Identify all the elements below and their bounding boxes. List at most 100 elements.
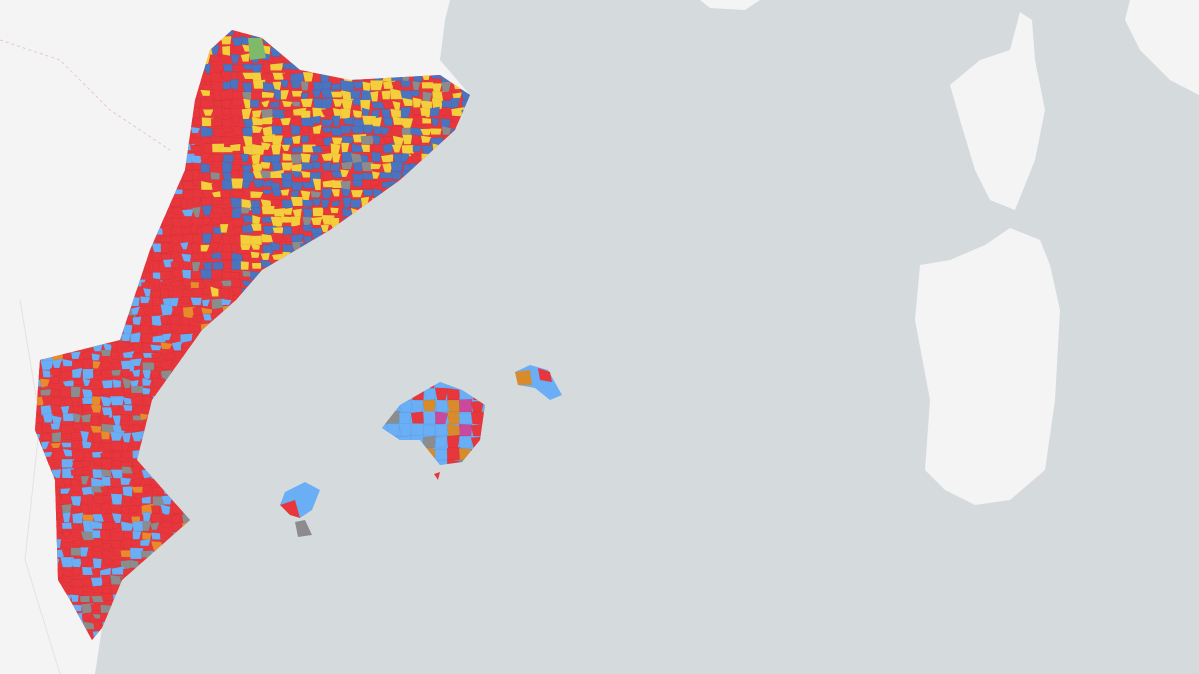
region (412, 97, 422, 108)
region (260, 72, 274, 82)
region (411, 134, 423, 145)
region (41, 424, 54, 433)
region (251, 125, 263, 134)
region (70, 386, 82, 398)
region (220, 53, 230, 62)
region (121, 341, 131, 349)
region (398, 422, 413, 437)
region (79, 595, 91, 603)
region (281, 179, 294, 188)
region (209, 286, 219, 297)
region (141, 377, 152, 387)
region (261, 116, 274, 125)
region (231, 178, 244, 189)
region (80, 586, 92, 592)
region (111, 369, 122, 376)
region (200, 162, 211, 174)
region (270, 241, 281, 251)
region (330, 188, 341, 197)
region (100, 485, 110, 495)
region (350, 198, 362, 208)
region (320, 81, 333, 90)
formentera (295, 520, 312, 537)
region (162, 352, 177, 360)
region (100, 349, 112, 357)
region (440, 117, 451, 128)
region (99, 414, 110, 425)
region (261, 205, 275, 215)
region (321, 188, 333, 199)
region (131, 341, 143, 354)
region (160, 359, 174, 370)
region (419, 128, 432, 136)
region (110, 341, 120, 351)
region (320, 126, 334, 133)
region (92, 370, 102, 376)
region (202, 109, 214, 117)
region (109, 477, 120, 487)
region (92, 360, 102, 369)
region (219, 251, 233, 260)
region (381, 162, 394, 174)
region (151, 352, 162, 359)
region (90, 520, 105, 530)
region (251, 262, 262, 270)
region (81, 440, 93, 449)
region (331, 137, 344, 145)
region (391, 100, 401, 111)
region (109, 351, 120, 360)
region (260, 141, 272, 151)
region (301, 161, 316, 170)
region (434, 399, 449, 413)
region (190, 297, 203, 306)
region (131, 368, 141, 377)
region (330, 82, 341, 90)
region (110, 493, 123, 505)
region (270, 216, 285, 227)
region (231, 64, 245, 72)
region (120, 521, 135, 531)
region (101, 549, 112, 557)
region (446, 411, 461, 425)
region (210, 251, 224, 260)
region (249, 206, 262, 215)
region (100, 395, 113, 407)
region (171, 243, 184, 253)
region (70, 594, 80, 603)
region (312, 136, 324, 146)
region (281, 162, 294, 171)
region (72, 412, 82, 423)
region (100, 387, 113, 395)
region (111, 459, 123, 467)
region (434, 411, 449, 425)
region (100, 430, 111, 440)
region (80, 530, 95, 541)
region (169, 250, 179, 259)
region (410, 399, 425, 413)
region (352, 109, 363, 118)
region (182, 306, 196, 319)
region (141, 496, 152, 504)
region (329, 207, 339, 214)
region (132, 324, 142, 335)
region (269, 62, 284, 71)
region (220, 279, 234, 287)
region (62, 529, 72, 539)
region (320, 108, 334, 116)
region (212, 261, 224, 271)
region (252, 178, 265, 188)
region (70, 467, 85, 476)
region (239, 244, 252, 251)
region (231, 206, 243, 219)
region (231, 125, 244, 136)
region (190, 137, 202, 146)
region (242, 170, 256, 182)
region (272, 72, 286, 80)
region (211, 217, 222, 225)
region (80, 475, 90, 485)
region (220, 35, 232, 45)
region (250, 91, 263, 103)
region (81, 612, 93, 621)
region (212, 127, 227, 137)
